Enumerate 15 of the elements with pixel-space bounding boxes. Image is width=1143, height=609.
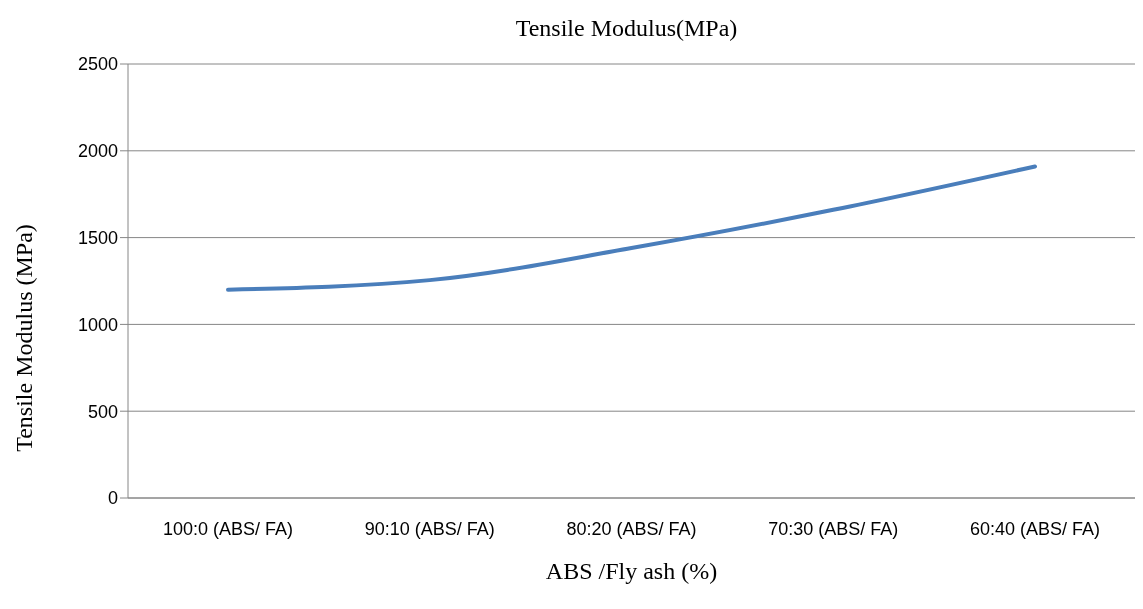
x-axis-title: ABS /Fly ash (%) [544,558,719,585]
y-tick-label: 0 [107,488,118,509]
chart-title: Tensile Modulus(MPa) [514,14,739,43]
y-tick-label: 1500 [77,227,118,248]
x-tick-label: 80:20 (ABS/ FA) [566,518,697,539]
y-tick-label: 2000 [77,141,118,162]
y-tick-label: 500 [87,401,118,422]
y-axis-title: Tensile Modulus (MPa) [10,224,38,452]
x-tick-label: 90:10 (ABS/ FA) [364,518,495,539]
y-tick-label: 2500 [77,54,118,75]
line-series [226,164,1037,292]
y-tick-label: 1000 [77,314,118,335]
x-tick-label: 100:0 (ABS/ FA) [162,518,294,539]
x-tick-label: 70:30 (ABS/ FA) [768,518,899,539]
x-tick-label: 60:40 (ABS/ FA) [969,518,1101,539]
